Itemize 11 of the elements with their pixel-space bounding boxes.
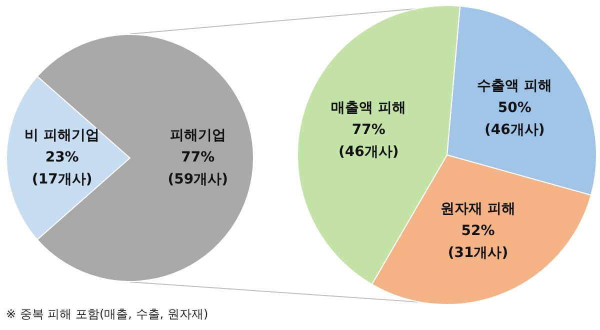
slice-label: 원자재 피해 [440,200,516,217]
data-label: 52% (31개사) [448,222,508,261]
slice-label: 매출액 피해 [331,100,406,116]
slice-label: 비 피해기업 [24,128,100,144]
data-label: 77% (46개사) [338,122,399,160]
data-label: 50% (46개사) [484,100,545,138]
slice-label: 수출액 피해 [477,78,552,94]
data-label: 23% (17개사) [32,150,92,188]
slice-label: 피해기업 [170,128,226,144]
text: ※ 중복 피해 포함(매출, 수출, 원자재) [6,306,208,323]
data-label: 77% (59개사) [168,150,228,188]
